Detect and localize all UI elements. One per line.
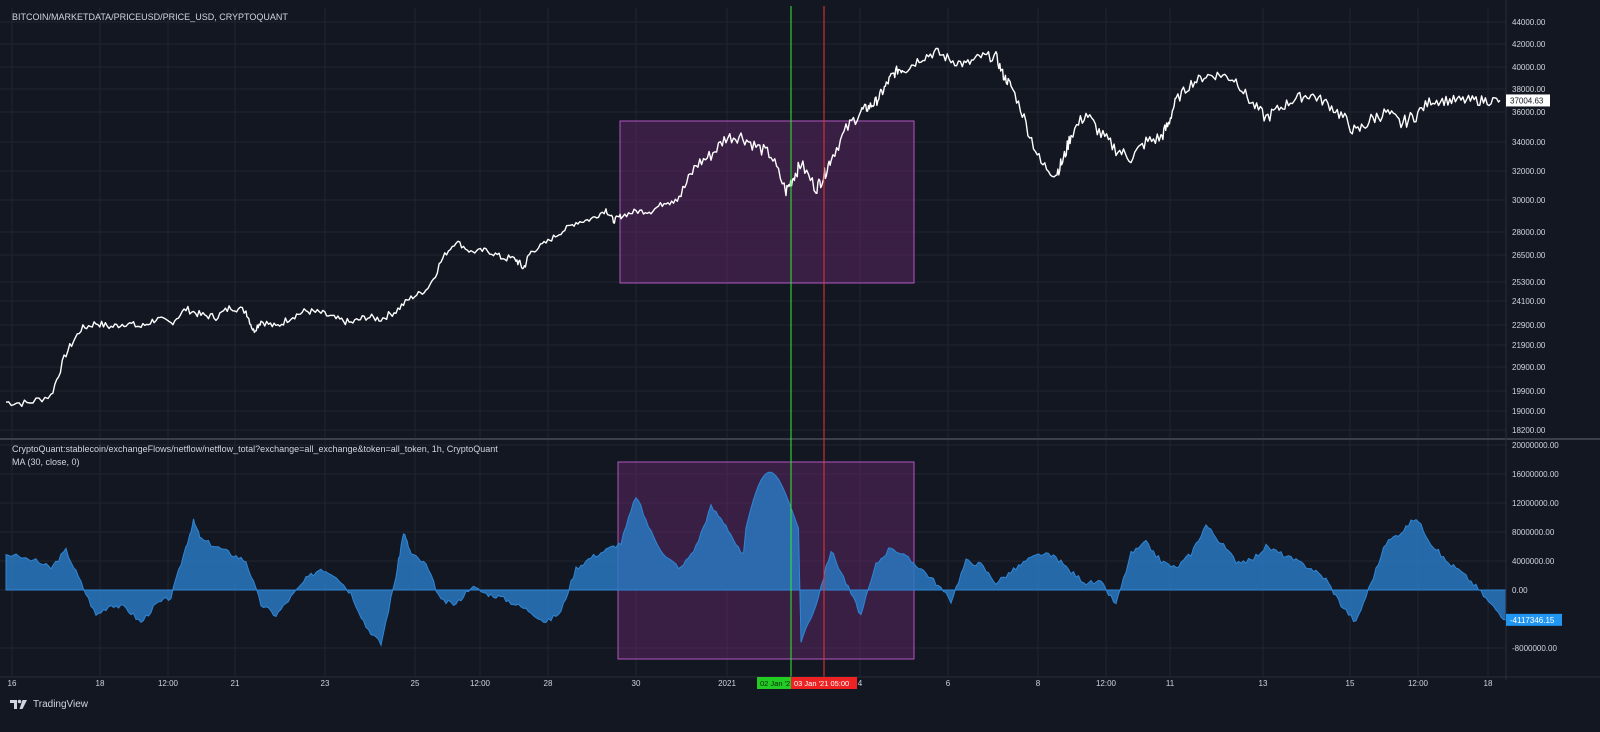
price-tick-label: 42000.00 — [1512, 40, 1546, 49]
time-tick-label: 4 — [858, 679, 863, 688]
price-tick-label: 36000.00 — [1512, 108, 1546, 117]
price-tick-label: 21900.00 — [1512, 341, 1546, 350]
netflow-legend[interactable]: CryptoQuant:stablecoin/exchangeFlows/net… — [12, 444, 498, 454]
axes[interactable]: 44000.00 42000.00 40000.00 38000.00 36000.00… — [0, 0, 1600, 689]
last-price-badge — [1506, 94, 1550, 107]
grid-lines — [0, 8, 1600, 676]
time-tick-label: 18 — [96, 679, 105, 688]
price-tick-label: 25300.00 — [1512, 278, 1546, 287]
price-tick-label: 19000.00 — [1512, 407, 1546, 416]
time-tick-label: 12:00 — [158, 679, 179, 688]
price-tick-label: 34000.00 — [1512, 138, 1546, 147]
last-flow-value: -4117346.15 — [1510, 616, 1555, 625]
time-tick-label: 18 — [1484, 679, 1493, 688]
price-tick-label: 38000.00 — [1512, 85, 1546, 94]
red-date-badge — [791, 677, 857, 689]
time-tick-label: 21 — [231, 679, 240, 688]
netflow-area-series — [5, 471, 1507, 647]
time-tick-label: 8 — [1036, 679, 1041, 688]
ma-legend[interactable]: MA (30, close, 0) — [12, 457, 80, 467]
flow-tick-label: 20000000.00 — [1512, 441, 1559, 450]
netflow-area — [5, 471, 1507, 647]
time-tick-label: 16 — [8, 679, 17, 688]
brand-name: TradingView — [33, 698, 89, 710]
last-flow-badge — [1506, 613, 1562, 626]
price-tick-label: 22900.00 — [1512, 321, 1546, 330]
time-tick-label: 11 — [1166, 679, 1175, 688]
price-tick-label: 32000.00 — [1512, 167, 1546, 176]
green-date-label: 02 Jan '2 — [760, 679, 790, 688]
red-date-label: 03 Jan '21 05:00 — [794, 679, 849, 688]
time-tick-label: 2021 — [718, 679, 736, 688]
time-tick-label: 30 — [632, 679, 641, 688]
price-legend[interactable]: BITCOIN/MARKETDATA/PRICEUSD/PRICE_USD, C… — [12, 12, 288, 22]
price-tick-label: 18200.00 — [1512, 426, 1546, 435]
green-date-badge — [757, 677, 791, 689]
tradingview-logo-icon — [10, 699, 27, 709]
price-tick-label: 26500.00 — [1512, 251, 1546, 260]
price-tick-label: 30000.00 — [1512, 196, 1546, 205]
time-tick-label: 28 — [544, 679, 553, 688]
time-tick-label: 6 — [946, 679, 951, 688]
price-tick-label: 19900.00 — [1512, 387, 1546, 396]
price-line — [5, 47, 1501, 407]
date-marker-lines — [790, 6, 825, 680]
flow-tick-label: 4000000.00 — [1512, 557, 1555, 566]
price-tick-label: 28000.00 — [1512, 228, 1546, 237]
last-price-value: 37004.63 — [1510, 96, 1544, 105]
price-highlight-zone — [619, 120, 915, 284]
price-tick-label: 24100.00 — [1512, 297, 1546, 306]
flow-tick-label: -8000000.00 — [1512, 644, 1557, 653]
time-tick-label: 13 — [1259, 679, 1268, 688]
price-line-series — [5, 47, 1501, 407]
time-tick-label: 15 — [1346, 679, 1355, 688]
time-tick-label: 23 — [321, 679, 330, 688]
flow-tick-label: 8000000.00 — [1512, 528, 1555, 537]
price-tick-label: 40000.00 — [1512, 63, 1546, 72]
time-tick-label: 12:00 — [1408, 679, 1429, 688]
time-tick-label: 12:00 — [1096, 679, 1117, 688]
flow-tick-label: 16000000.00 — [1512, 470, 1559, 479]
tradingview-brand[interactable]: TradingView — [10, 698, 88, 710]
flow-tick-label: 0.00 — [1512, 586, 1528, 595]
flow-tick-label: 12000000.00 — [1512, 499, 1559, 508]
time-tick-label: 25 — [411, 679, 420, 688]
time-tick-label: 12:00 — [470, 679, 491, 688]
price-tick-label: 44000.00 — [1512, 18, 1546, 27]
price-tick-label: 20900.00 — [1512, 363, 1546, 372]
